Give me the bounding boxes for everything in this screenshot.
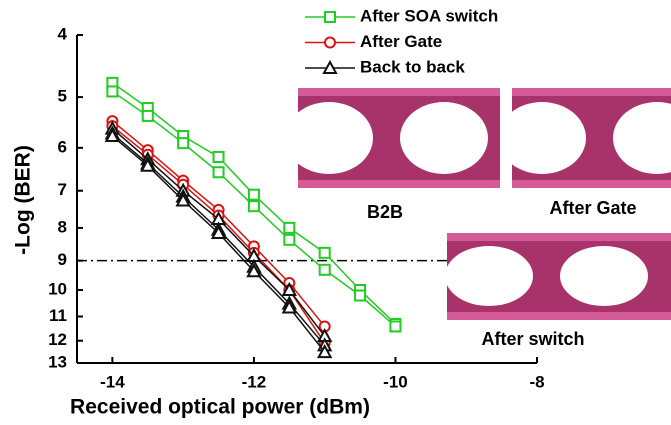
marker: [355, 290, 365, 300]
marker: [390, 321, 400, 331]
marker: [320, 265, 330, 275]
marker: [178, 138, 188, 148]
y-tick-label: 4: [58, 24, 68, 43]
y-tick-label: 10: [48, 279, 67, 298]
inset-label: After Gate: [549, 198, 636, 218]
marker: [325, 38, 335, 48]
marker: [325, 12, 335, 22]
inset-label: After switch: [481, 329, 584, 349]
legend: After SOA switch After Gate Back to back: [305, 6, 498, 76]
plot-area: 4 5 6 7 8 9 10 11 12 13 -14 -12 -10 -8: [48, 24, 544, 391]
marker: [143, 111, 153, 121]
marker: [284, 223, 294, 233]
marker: [320, 248, 330, 258]
x-tick-label: -8: [529, 372, 544, 391]
x-tick-label: -12: [242, 372, 267, 391]
y-tick-label: 8: [58, 217, 67, 236]
marker: [249, 201, 259, 211]
x-axis-label: Received optical power (dBm): [70, 396, 370, 419]
eye-diagram: [512, 88, 671, 188]
y-tick-label: 12: [48, 330, 67, 349]
y-tick-label: 9: [58, 250, 67, 269]
y-tick-label: 5: [58, 87, 67, 106]
marker: [214, 167, 224, 177]
eye-diagram: [447, 233, 671, 320]
y-tick-label: 6: [58, 137, 67, 156]
y-tick-label: 11: [49, 306, 67, 325]
y-axis-label: -Log (BER): [12, 145, 35, 255]
marker: [284, 235, 294, 245]
marker: [249, 190, 259, 200]
page: 4 5 6 7 8 9 10 11 12 13 -14 -12 -10 -8 B2B After Gate…: [0, 0, 671, 425]
legend-label: After Gate: [360, 32, 442, 51]
y-tick-label: 13: [48, 352, 67, 371]
eye-diagrams: B2B After Gate After switch: [298, 88, 671, 349]
chart: 4 5 6 7 8 9 10 11 12 13 -14 -12 -10 -8 B2B After Gate…: [0, 0, 671, 425]
x-tick-label: -14: [100, 372, 125, 391]
marker: [214, 152, 224, 162]
marker: [107, 86, 117, 96]
legend-label: After SOA switch: [360, 6, 498, 25]
legend-label: Back to back: [360, 57, 465, 76]
x-tick-label: -10: [383, 372, 408, 391]
eye-diagram: [298, 88, 500, 188]
inset-label: B2B: [367, 202, 403, 222]
y-tick-label: 7: [58, 180, 67, 199]
